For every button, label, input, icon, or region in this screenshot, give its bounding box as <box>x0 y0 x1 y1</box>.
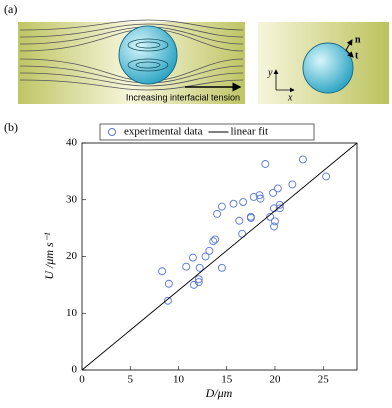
legend-label: linear fit <box>231 126 269 138</box>
data-point <box>246 213 255 222</box>
x-tick-label: 0 <box>79 374 85 386</box>
data-point <box>209 237 218 246</box>
panel-label: (a) <box>4 2 17 16</box>
data-point <box>201 252 210 261</box>
data-point <box>211 235 220 244</box>
x-axis-label: D/μm <box>205 386 233 400</box>
axis-x-label: x <box>287 92 293 103</box>
data-point <box>194 278 203 286</box>
data-point <box>164 279 173 288</box>
data-point <box>195 263 204 272</box>
data-point <box>256 194 265 203</box>
data-point <box>194 275 203 284</box>
data-point <box>189 253 197 262</box>
data-point <box>299 155 307 164</box>
x-tick-label: 15 <box>221 374 233 386</box>
data-point <box>255 191 264 200</box>
y-tick-label: 20 <box>66 250 78 262</box>
data-point <box>271 217 279 226</box>
normal-vector <box>345 39 353 51</box>
data-point <box>217 263 226 272</box>
data-point <box>235 216 244 225</box>
tangent-label: t <box>355 50 359 61</box>
caption: Increasing interfacial tension <box>126 92 240 102</box>
data-point <box>270 222 278 231</box>
y-tick-label: 0 <box>72 364 78 376</box>
x-tick-label: 20 <box>269 374 281 386</box>
x-tick-label: 5 <box>127 374 133 386</box>
legend-marker <box>108 128 116 136</box>
y-tick-label: 30 <box>66 193 78 205</box>
data-point <box>239 198 248 206</box>
panel-label: (b) <box>4 120 18 134</box>
y-axis-label: U /μm s⁻¹ <box>42 232 56 280</box>
normal-label: n <box>355 34 361 45</box>
legend-label: experimental data <box>124 126 203 138</box>
y-tick-label: 10 <box>66 307 78 319</box>
y-tick-label: 40 <box>66 137 78 149</box>
fit-line <box>81 142 358 371</box>
data-point <box>266 212 275 221</box>
data-point <box>189 280 198 289</box>
data-point <box>163 296 172 305</box>
axis-y-label: y <box>267 67 273 78</box>
x-tick-label: 10 <box>173 374 185 386</box>
data-point <box>288 180 297 189</box>
data-point <box>275 204 284 213</box>
data-point <box>273 184 282 193</box>
data-point <box>275 200 284 209</box>
droplet <box>118 25 178 85</box>
data-point <box>229 199 238 208</box>
tangent-vector <box>345 49 354 58</box>
data-point <box>217 202 226 211</box>
data-point <box>205 246 214 255</box>
data-point <box>322 172 331 181</box>
data-point <box>269 188 278 197</box>
x-tick-label: 25 <box>318 374 330 386</box>
data-point <box>213 209 222 218</box>
data-point <box>182 262 191 271</box>
legend-box <box>99 123 315 141</box>
data-point <box>261 160 270 168</box>
data-point <box>158 267 167 276</box>
droplet <box>302 42 354 94</box>
internal-flow <box>127 38 169 72</box>
